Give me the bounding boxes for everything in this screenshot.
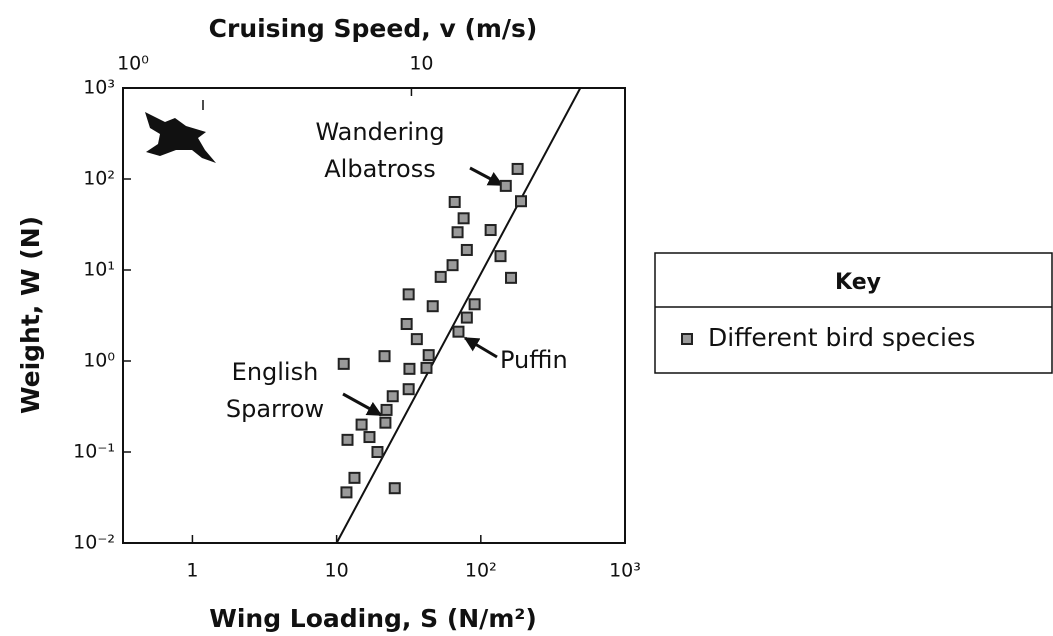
data-point	[421, 363, 431, 373]
data-point	[501, 181, 511, 191]
data-point	[428, 301, 438, 311]
annotation: Wandering	[315, 118, 444, 146]
data-point	[390, 483, 400, 493]
top-axis-title: Cruising Speed, v (m/s)	[209, 14, 538, 43]
data-point	[343, 435, 353, 445]
legend-label: Different bird species	[708, 323, 975, 352]
y-tick-label: 10³	[83, 77, 115, 99]
data-point	[382, 405, 392, 415]
data-point	[380, 351, 390, 361]
data-point	[404, 289, 414, 299]
data-point	[462, 313, 472, 323]
data-point	[364, 432, 374, 442]
data-point	[450, 197, 460, 207]
data-point	[436, 272, 446, 282]
data-point	[349, 473, 359, 483]
y-tick-label: 10⁰	[83, 350, 115, 372]
top-tick-label: 10⁰	[117, 53, 149, 75]
bird-icon	[145, 112, 216, 163]
data-point	[470, 299, 480, 309]
data-point	[402, 319, 412, 329]
data-point	[412, 334, 422, 344]
annotation: English	[232, 358, 319, 386]
data-point	[496, 251, 506, 261]
x-tick-label: 10²	[465, 560, 497, 582]
legend-title: Key	[835, 270, 881, 295]
top-tick-label: 10	[409, 53, 433, 75]
y-tick-label: 10⁻¹	[73, 441, 115, 463]
data-point	[459, 213, 469, 223]
data-point	[424, 350, 434, 360]
annotation: Albatross	[324, 155, 435, 183]
arrow	[470, 168, 502, 185]
data-point	[388, 391, 398, 401]
data-point	[339, 359, 349, 369]
chart: Cruising Speed, v (m/s) Wing Loading, S …	[0, 0, 1053, 636]
x-tick-label: 10	[325, 560, 349, 582]
data-point	[341, 487, 351, 497]
x-tick-label: 10³	[609, 560, 641, 582]
data-point	[462, 245, 472, 255]
annotation: Puffin	[500, 346, 568, 374]
y-tick-label: 10¹	[83, 259, 115, 281]
x-tick-label: 1	[186, 560, 198, 582]
data-point	[453, 227, 463, 237]
x-axis-title: Wing Loading, S (N/m²)	[209, 604, 537, 633]
data-point	[372, 447, 382, 457]
data-point	[513, 164, 523, 174]
legend-marker	[682, 334, 692, 344]
data-point	[506, 273, 516, 283]
data-point	[357, 420, 367, 430]
arrow	[343, 394, 381, 415]
data-point	[380, 418, 390, 428]
data-point	[453, 327, 463, 337]
y-tick-label: 10²	[83, 168, 115, 190]
y-tick-label: 10⁻²	[73, 532, 115, 554]
annotation: Sparrow	[226, 395, 324, 423]
arrow	[465, 338, 497, 357]
y-axis-title: Weight, W (N)	[16, 216, 45, 414]
data-point	[404, 384, 414, 394]
data-point	[516, 196, 526, 206]
data-point	[448, 260, 458, 270]
data-point	[404, 364, 414, 374]
data-point	[486, 225, 496, 235]
